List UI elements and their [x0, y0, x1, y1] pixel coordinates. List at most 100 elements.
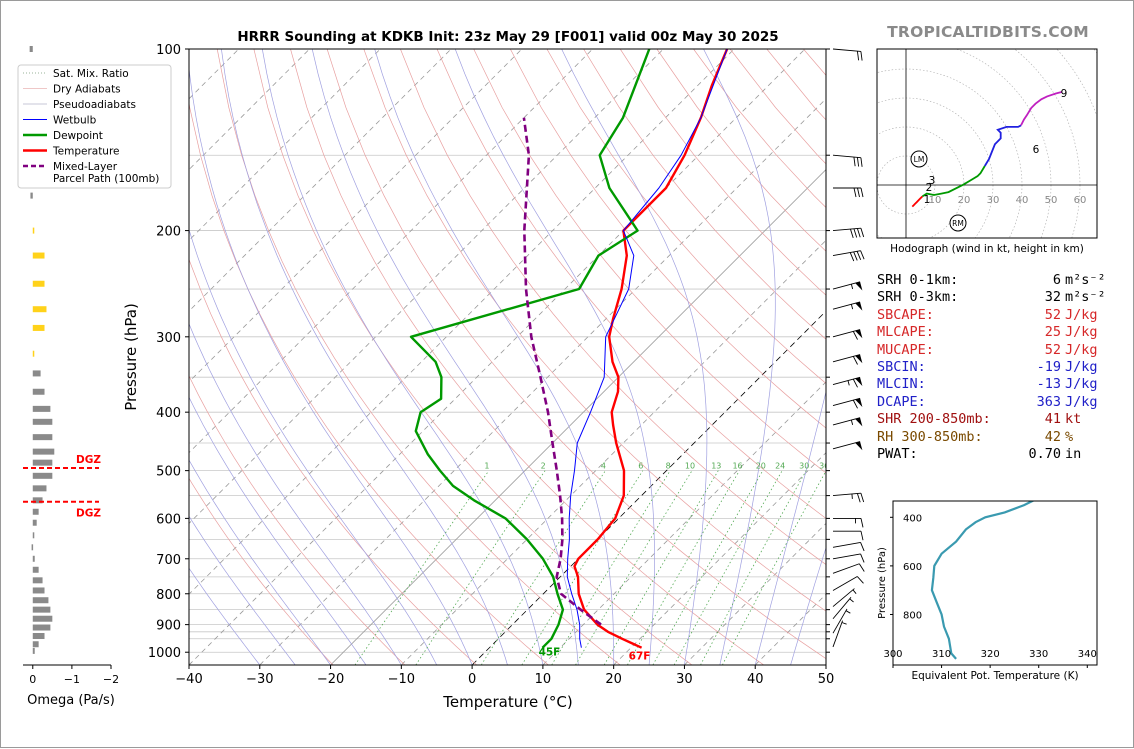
- omega-bar: [30, 46, 33, 52]
- index-value: -19: [1037, 359, 1061, 376]
- dgz-label: DGZ: [76, 454, 101, 466]
- theta-x-tick-label: 330: [1029, 649, 1048, 660]
- wind-barb: [833, 251, 864, 261]
- omega-bar: [33, 532, 35, 538]
- barb-full: [854, 229, 857, 238]
- x-tick-label: 10: [535, 672, 552, 687]
- barb-full: [857, 576, 863, 583]
- moist-adiabat: [157, 49, 436, 665]
- index-value: 42: [1045, 429, 1061, 446]
- omega-bar: [33, 281, 45, 287]
- barb-full: [854, 157, 855, 166]
- mixing-ratio-label: 16: [732, 462, 742, 471]
- barb-staff: [833, 442, 860, 449]
- mixing-ratio-line: [653, 471, 763, 665]
- wind-barb: [833, 188, 863, 197]
- barb-staff: [833, 418, 860, 425]
- index-label: RH 300-850mb:: [877, 429, 983, 446]
- barb-full: [857, 251, 861, 260]
- y-tick-label: 1000: [148, 646, 181, 661]
- wind-barb: [833, 398, 862, 408]
- hodograph-ring-label: 30: [987, 195, 1000, 206]
- x-tick-label: 30: [676, 672, 693, 687]
- omega-bar: [33, 419, 53, 425]
- barb-staff: [833, 564, 859, 574]
- wind-barb: [833, 621, 847, 647]
- moist-adiabat: [221, 49, 507, 665]
- omega-bar: [33, 641, 39, 647]
- index-label: SRH 0-1km:: [877, 272, 958, 289]
- mixing-ratio-label: 2: [541, 462, 546, 471]
- barb-staff: [833, 609, 847, 633]
- omega-bar: [33, 625, 51, 631]
- barb-full: [857, 493, 860, 502]
- barb-full: [857, 228, 860, 237]
- barb-half: [842, 622, 847, 624]
- chart-title: HRRR Sounding at KDKB Init: 23z May 29 […: [237, 29, 778, 45]
- wind-barb: [833, 589, 856, 607]
- y-tick-label: 200: [156, 225, 181, 240]
- skewt-x-axis-label: Temperature (°C): [442, 693, 572, 711]
- barb-staff: [833, 228, 861, 230]
- index-value: 52: [1045, 342, 1061, 359]
- barb-full: [861, 228, 864, 237]
- index-unit: kt: [1065, 411, 1081, 428]
- index-label: SHR 200-850mb:: [877, 411, 991, 428]
- barb-full: [861, 158, 862, 167]
- index-value: 32: [1045, 289, 1061, 306]
- omega-tick-label: −2: [103, 673, 119, 686]
- omega-bar: [33, 648, 35, 654]
- wind-barbs-column: [833, 49, 864, 647]
- hodograph-segment: [985, 125, 1021, 166]
- index-label: MUCAPE:: [877, 342, 934, 359]
- mixing-ratio-line: [416, 471, 545, 665]
- wind-barb: [833, 282, 862, 291]
- barb-flag: [855, 302, 862, 311]
- omega-bar: [33, 485, 47, 491]
- theta-e-line: [932, 498, 1039, 659]
- hodograph-height-label: 1: [924, 194, 931, 206]
- barb-half: [851, 284, 852, 289]
- omega-bar: [33, 577, 43, 583]
- barb-staff: [833, 155, 861, 157]
- wind-barb: [833, 554, 864, 563]
- wind-barb: [833, 418, 862, 427]
- y-tick-label: 800: [156, 588, 181, 603]
- index-unit: J/kg: [1065, 376, 1098, 393]
- wind-barb: [833, 355, 862, 365]
- theta-x-tick-label: 340: [1078, 649, 1097, 660]
- y-tick-label: 300: [156, 331, 181, 346]
- index-unit: m²s⁻²: [1065, 289, 1106, 306]
- barb-full: [861, 251, 865, 260]
- theta-x-tick-label: 310: [932, 649, 951, 660]
- y-tick-label: 100: [156, 43, 181, 58]
- omega-bar: [33, 473, 53, 479]
- legend-label: Temperature: [52, 146, 120, 158]
- moist-adiabat: [562, 49, 707, 665]
- index-unit: %: [1065, 429, 1073, 446]
- omega-axis-label: Omega (Pa/s): [27, 693, 115, 708]
- y-tick-label: 400: [156, 406, 181, 421]
- mixing-ratio-label: 6: [638, 462, 643, 471]
- y-tick-label: 900: [156, 619, 181, 634]
- skewt-y-axis-label: Pressure (hPa): [122, 303, 140, 411]
- legend-label: Pseudoadiabats: [53, 99, 136, 111]
- dry-adiabat: [327, 49, 835, 665]
- wind-barb: [833, 228, 864, 238]
- mixing-ratio-label: 8: [666, 462, 671, 471]
- wind-barb: [833, 542, 864, 551]
- wind-barb: [833, 493, 864, 502]
- barb-half: [846, 611, 850, 614]
- barb-staff: [833, 597, 851, 618]
- hodograph-segment: [1021, 92, 1062, 125]
- hodograph-height-label: 6: [1033, 144, 1040, 156]
- barb-half: [848, 381, 849, 386]
- barb-flag: [855, 418, 862, 427]
